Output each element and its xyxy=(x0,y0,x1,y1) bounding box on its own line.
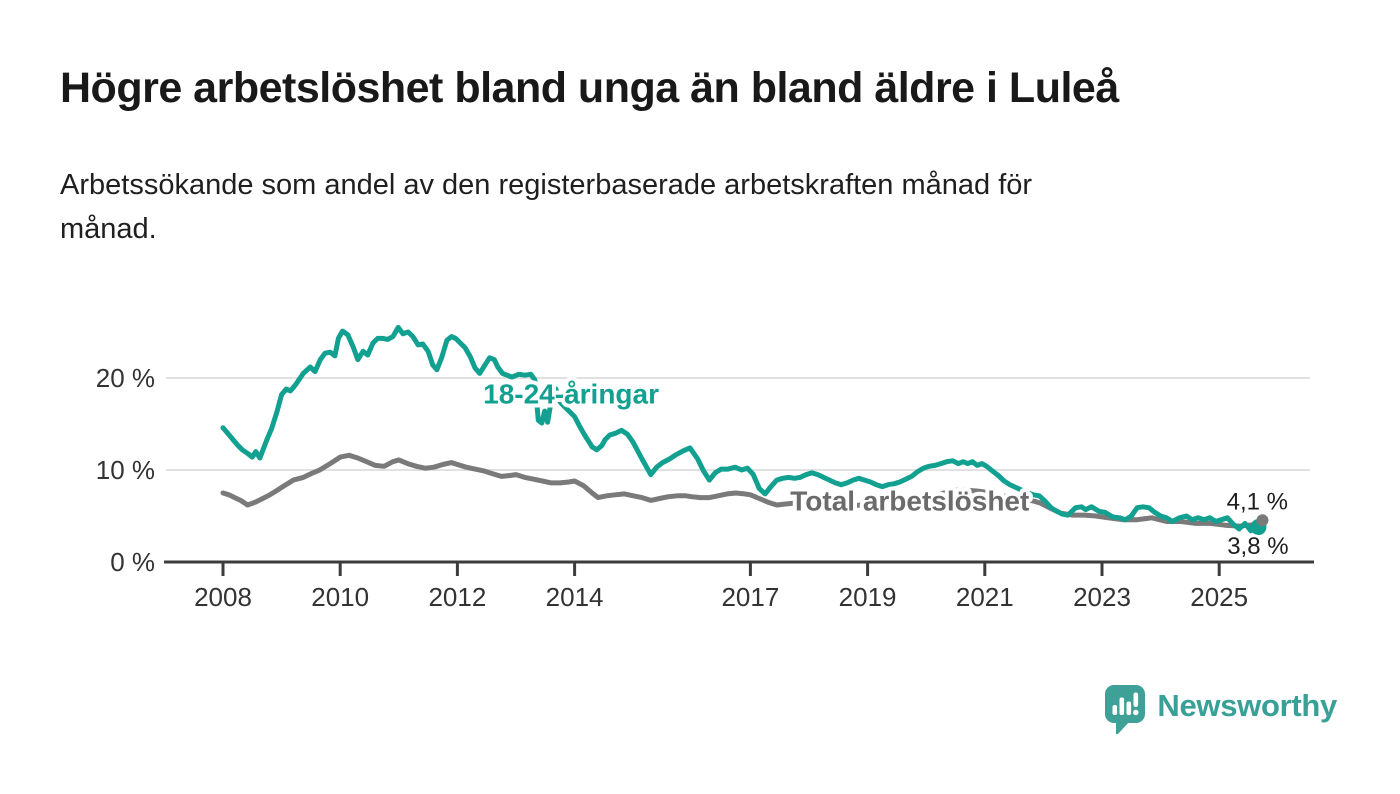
logo-bubble-tail xyxy=(1116,718,1132,735)
series-end-dot-total xyxy=(1256,514,1269,527)
series-line-total xyxy=(220,452,1261,529)
y-axis-label: 20 % xyxy=(96,363,155,393)
x-axis-label: 2010 xyxy=(311,582,369,612)
newsworthy-logo-icon xyxy=(1105,685,1146,735)
x-axis-label: 2025 xyxy=(1190,582,1248,612)
page-title: Högre arbetslöshet bland unga än bland ä… xyxy=(60,64,1119,112)
x-axis-label: 2012 xyxy=(428,582,486,612)
x-axis-label: 2017 xyxy=(721,582,779,612)
end-value-label-total: 4,1 % xyxy=(1227,488,1288,515)
series-label-total: Total arbetslöshet xyxy=(790,485,1029,516)
x-axis-label: 2023 xyxy=(1073,582,1131,612)
x-axis-label: 2019 xyxy=(839,582,897,612)
brand-footer: Newsworthy xyxy=(1104,684,1337,736)
brand-name: Newsworthy xyxy=(1157,688,1337,723)
logo-bubble xyxy=(1105,685,1146,723)
logo-barchart-glyph xyxy=(1112,692,1139,716)
y-axis-label: 0 % xyxy=(110,547,155,577)
x-axis-label: 2014 xyxy=(546,582,604,612)
x-axis-label: 2021 xyxy=(956,582,1014,612)
x-axis-label: 2008 xyxy=(194,582,252,612)
end-value-label-youth: 3,8 % xyxy=(1227,533,1288,560)
y-axis-label: 10 % xyxy=(96,455,155,485)
series-line-youth xyxy=(220,324,1261,534)
series-label-youth: 18-24-åringar xyxy=(483,379,659,410)
page-subtitle: Arbetssökande som andel av den registerb… xyxy=(60,169,1033,245)
